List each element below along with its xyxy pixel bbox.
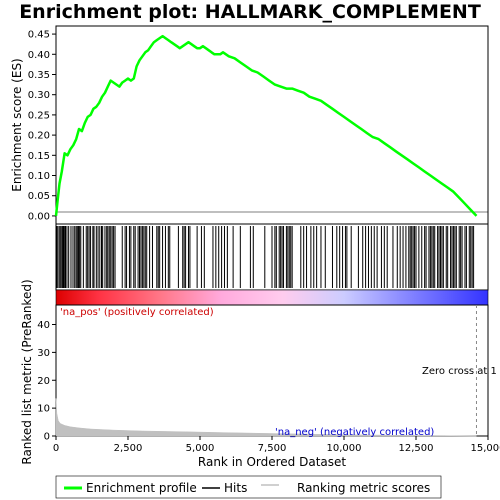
es-y-tick-label-8: 0.40 (28, 50, 50, 61)
zero-cross-label: Zero cross at 1 (422, 366, 497, 377)
x-tick-label-0: 0 (53, 443, 59, 454)
es-panel: 0.00 0.05 0.10 0.15 0.20 0.25 0.30 0.35 0.40 0.45… (10, 25, 489, 225)
es-y-tick-label-4: 0.20 (28, 131, 50, 142)
es-y-tick-label-1: 0.05 (28, 191, 50, 202)
x-axis-label: Rank in Ordered Dataset (198, 455, 346, 469)
x-tick-label-4: 10,000 (327, 443, 362, 454)
positive-correlation-label: 'na_pos' (positively correlated) (60, 307, 214, 318)
legend-metric-label: Ranking metric scores (297, 481, 430, 495)
metric-plot-frame (55, 304, 489, 437)
x-tick-label-5: 12,500 (399, 443, 434, 454)
es-y-tick-label-5: 0.25 (28, 110, 50, 121)
es-y-axis-label: Enrichment score (ES) (10, 58, 24, 191)
legend-frame (55, 475, 442, 499)
chart-title: Enrichment plot: HALLMARK_COMPLEMENT (19, 1, 481, 23)
negative-correlation-label: 'na_neg' (negatively correlated) (275, 427, 434, 438)
metric-y-tick-label-3: 30 (37, 348, 50, 359)
es-y-ticks: 0.00 0.05 0.10 0.15 0.20 0.25 0.30 0.35 0.40 0.45 (28, 30, 56, 222)
hit-lines (56, 226, 475, 288)
metric-y-ticks: 0 10 20 30 40 (37, 320, 56, 443)
x-tick-label-1: 2,500 (114, 443, 143, 454)
hits-panel (55, 223, 489, 291)
x-tick-label-3: 7,500 (258, 443, 287, 454)
es-y-tick-label-3: 0.15 (28, 151, 50, 162)
metric-y-tick-label-4: 40 (37, 320, 50, 331)
ranking-gradient-bar (55, 289, 489, 306)
es-y-tick-label-2: 0.10 (28, 171, 50, 182)
es-plot-frame (55, 25, 489, 225)
metric-y-tick-label-2: 20 (37, 376, 50, 387)
legend: Enrichment profile Hits Ranking metric s… (55, 475, 442, 499)
metric-y-tick-label-1: 10 (37, 404, 50, 415)
es-y-tick-label-6: 0.30 (28, 90, 50, 101)
metric-area (55, 398, 477, 437)
metric-y-axis-label: Ranked list metric (PreRanked) (20, 279, 34, 464)
es-y-tick-label-0: 0.00 (28, 211, 50, 222)
x-tick-label-6: 15,000 (471, 443, 500, 454)
es-curve-line (54, 34, 478, 217)
es-y-tick-label-7: 0.35 (28, 70, 50, 81)
metric-y-tick-label-0: 0 (44, 432, 50, 443)
legend-enrichment-label: Enrichment profile (86, 481, 197, 495)
x-tick-label-2: 5,000 (186, 443, 215, 454)
es-y-tick-label-9: 0.45 (28, 30, 50, 41)
metric-x-ticks: 0 2,500 5,000 7,500 10,000 12,500 15,000 (53, 436, 500, 454)
metric-panel: 0 10 20 30 40 0 2,500 5,000 7,500 10,000 12,500 15… (20, 279, 500, 469)
legend-hits-label: Hits (224, 481, 247, 495)
